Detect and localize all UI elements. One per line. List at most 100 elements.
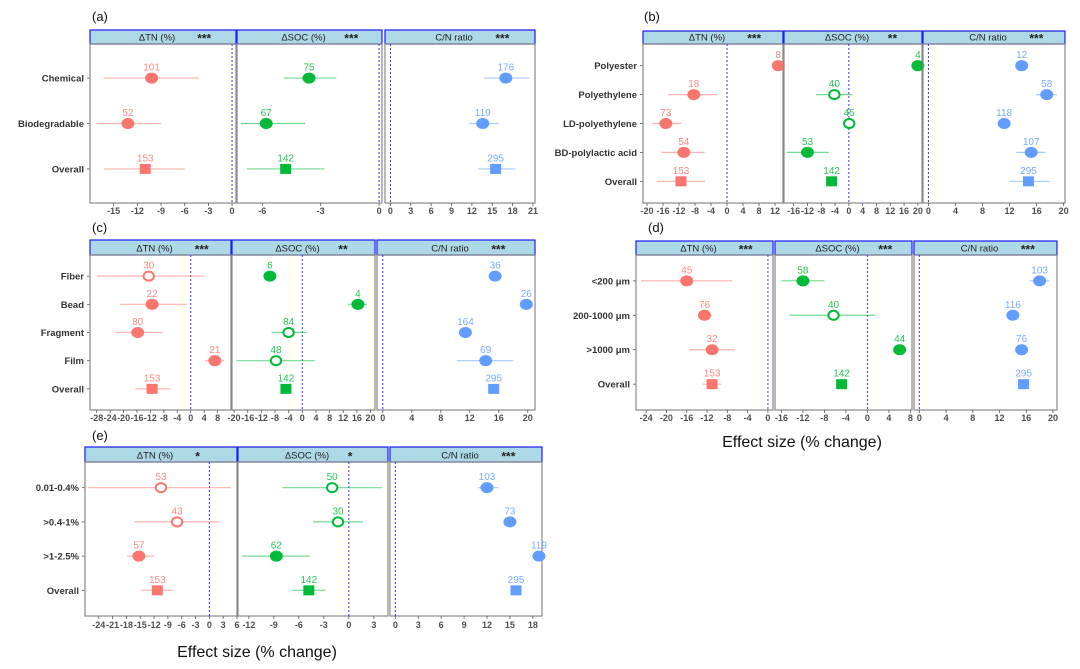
estimate-marker-circle bbox=[532, 550, 546, 562]
data-point: 103 bbox=[1029, 265, 1050, 287]
facet-title: C/N ratio bbox=[441, 451, 478, 462]
x-tick-label: 20 bbox=[913, 206, 923, 216]
estimate-marker-circle bbox=[503, 516, 517, 528]
data-point: 30 bbox=[313, 506, 363, 528]
x-tick-label: 16 bbox=[899, 206, 909, 216]
y-category-label: Polyester bbox=[594, 61, 637, 72]
chart-panel-d: (d) <200 μm 200-1000 μm >1000 μm Overall ΔTN … bbox=[573, 220, 1058, 423]
estimate-marker-circle bbox=[488, 270, 502, 282]
x-tick-label: 9 bbox=[449, 206, 454, 216]
data-point: 142 bbox=[246, 153, 325, 174]
estimate-marker-circle bbox=[131, 327, 145, 338]
estimate-marker-square bbox=[1022, 176, 1034, 187]
x-tick-label: -4 bbox=[173, 413, 181, 423]
facet-frame bbox=[384, 43, 536, 204]
panel-label: (a) bbox=[92, 9, 108, 24]
facet-soc: ΔSOC (%) *** -16 -12 -8 -4 0 4 8 58 40 44 142 bbox=[774, 240, 913, 423]
x-tick-label: 0 bbox=[207, 620, 212, 630]
estimate-marker-circle bbox=[259, 118, 273, 129]
estimate-marker-circle bbox=[480, 482, 494, 494]
sample-size-label: 69 bbox=[480, 345, 492, 356]
sample-size-label: 75 bbox=[303, 63, 315, 74]
sample-size-label: 4 bbox=[915, 50, 921, 61]
facet-tn: ΔTN (%) *** -24 -20 -16 -12 -8 -4 0 45 76 32 153 bbox=[635, 240, 774, 423]
data-point: 116 bbox=[1005, 300, 1021, 321]
x-axis-title-right: Effect size (% change) bbox=[722, 434, 882, 451]
estimate-marker-circle bbox=[796, 275, 810, 287]
x-tick-label: 20 bbox=[366, 413, 376, 423]
sample-size-label: 53 bbox=[155, 472, 167, 483]
facet-title: ΔTN (%) bbox=[139, 33, 175, 44]
estimate-marker-circle bbox=[687, 89, 701, 101]
sample-size-label: 58 bbox=[797, 265, 809, 276]
x-tick-label: 20 bbox=[523, 413, 533, 423]
x-axis-title-left: Effect size (% change) bbox=[177, 644, 337, 661]
panel-label: (e) bbox=[92, 428, 108, 443]
x-tick-label: 4 bbox=[202, 413, 207, 423]
data-point: 153 bbox=[701, 369, 722, 390]
y-category-label: LD-polyethylene bbox=[563, 119, 637, 130]
x-tick-label: -9 bbox=[270, 620, 278, 630]
sample-size-label: 26 bbox=[521, 289, 533, 300]
data-point: 26 bbox=[519, 289, 533, 310]
facet-frame bbox=[635, 254, 774, 411]
estimate-marker-circle bbox=[1015, 344, 1029, 356]
sample-size-label: 62 bbox=[271, 541, 283, 552]
sample-size-label: 6 bbox=[267, 261, 273, 272]
y-category-label: Overall bbox=[52, 384, 84, 395]
significance-stars: * bbox=[348, 450, 353, 464]
data-point: 50 bbox=[282, 472, 383, 494]
x-tick-label: -3 bbox=[204, 206, 212, 216]
x-tick-label: 20 bbox=[1048, 413, 1058, 423]
data-point: 12 bbox=[1015, 50, 1029, 72]
sample-size-label: 52 bbox=[122, 108, 134, 119]
estimate-marker-circle bbox=[680, 275, 694, 287]
estimate-marker-circle bbox=[499, 72, 513, 84]
data-point: 45 bbox=[641, 265, 733, 287]
data-point: 153 bbox=[135, 373, 171, 394]
facet-soc: ΔSOC (%) *** -6 -3 0 75 67 142 bbox=[236, 29, 383, 216]
panel-label: (d) bbox=[648, 220, 664, 235]
x-tick-label: 3 bbox=[416, 620, 421, 630]
y-category-label: <200 μm bbox=[592, 276, 630, 287]
estimate-marker-circle bbox=[263, 270, 277, 282]
x-tick-label: -4 bbox=[744, 413, 752, 423]
x-tick-label: -16 bbox=[787, 206, 800, 216]
data-point: 295 bbox=[1015, 369, 1032, 390]
significance-stars: * bbox=[195, 450, 200, 464]
data-point: 164 bbox=[457, 317, 474, 338]
y-category-label: Fiber bbox=[61, 272, 85, 283]
x-tick-label: -15 bbox=[107, 206, 120, 216]
estimate-marker-square bbox=[675, 176, 687, 187]
sample-size-label: 43 bbox=[172, 506, 184, 517]
sample-size-label: 4 bbox=[355, 289, 361, 300]
x-tick-label: 4 bbox=[740, 206, 745, 216]
sample-size-label: 45 bbox=[844, 108, 856, 119]
panel-label: (b) bbox=[644, 9, 660, 24]
x-tick-label: 0 bbox=[926, 206, 931, 216]
facet-frame bbox=[913, 254, 1058, 411]
estimate-marker-square bbox=[151, 585, 163, 596]
data-point: 76 bbox=[1015, 334, 1029, 356]
estimate-marker-circle bbox=[208, 355, 222, 367]
significance-stars: *** bbox=[197, 32, 211, 46]
significance-stars: *** bbox=[501, 450, 515, 464]
facet-frame bbox=[922, 43, 1066, 204]
data-point: 43 bbox=[134, 506, 220, 528]
x-tick-label: 0 bbox=[388, 206, 393, 216]
data-point: 142 bbox=[823, 166, 840, 187]
sample-size-label: 12 bbox=[1016, 50, 1028, 61]
facet-frame bbox=[376, 254, 536, 411]
facet-title: C/N ratio bbox=[969, 33, 1006, 44]
x-tick-label: -4 bbox=[842, 413, 850, 423]
data-point: 119 bbox=[469, 108, 499, 129]
facet-title: ΔTN (%) bbox=[689, 33, 725, 44]
facet-title: C/N ratio bbox=[431, 244, 468, 255]
facet-title: C/N ratio bbox=[435, 33, 472, 44]
x-tick-label: -4 bbox=[707, 206, 715, 216]
data-point: 44 bbox=[893, 334, 907, 356]
estimate-marker-square bbox=[303, 585, 315, 596]
x-tick-label: 8 bbox=[215, 413, 220, 423]
sample-size-label: 119 bbox=[531, 541, 547, 552]
